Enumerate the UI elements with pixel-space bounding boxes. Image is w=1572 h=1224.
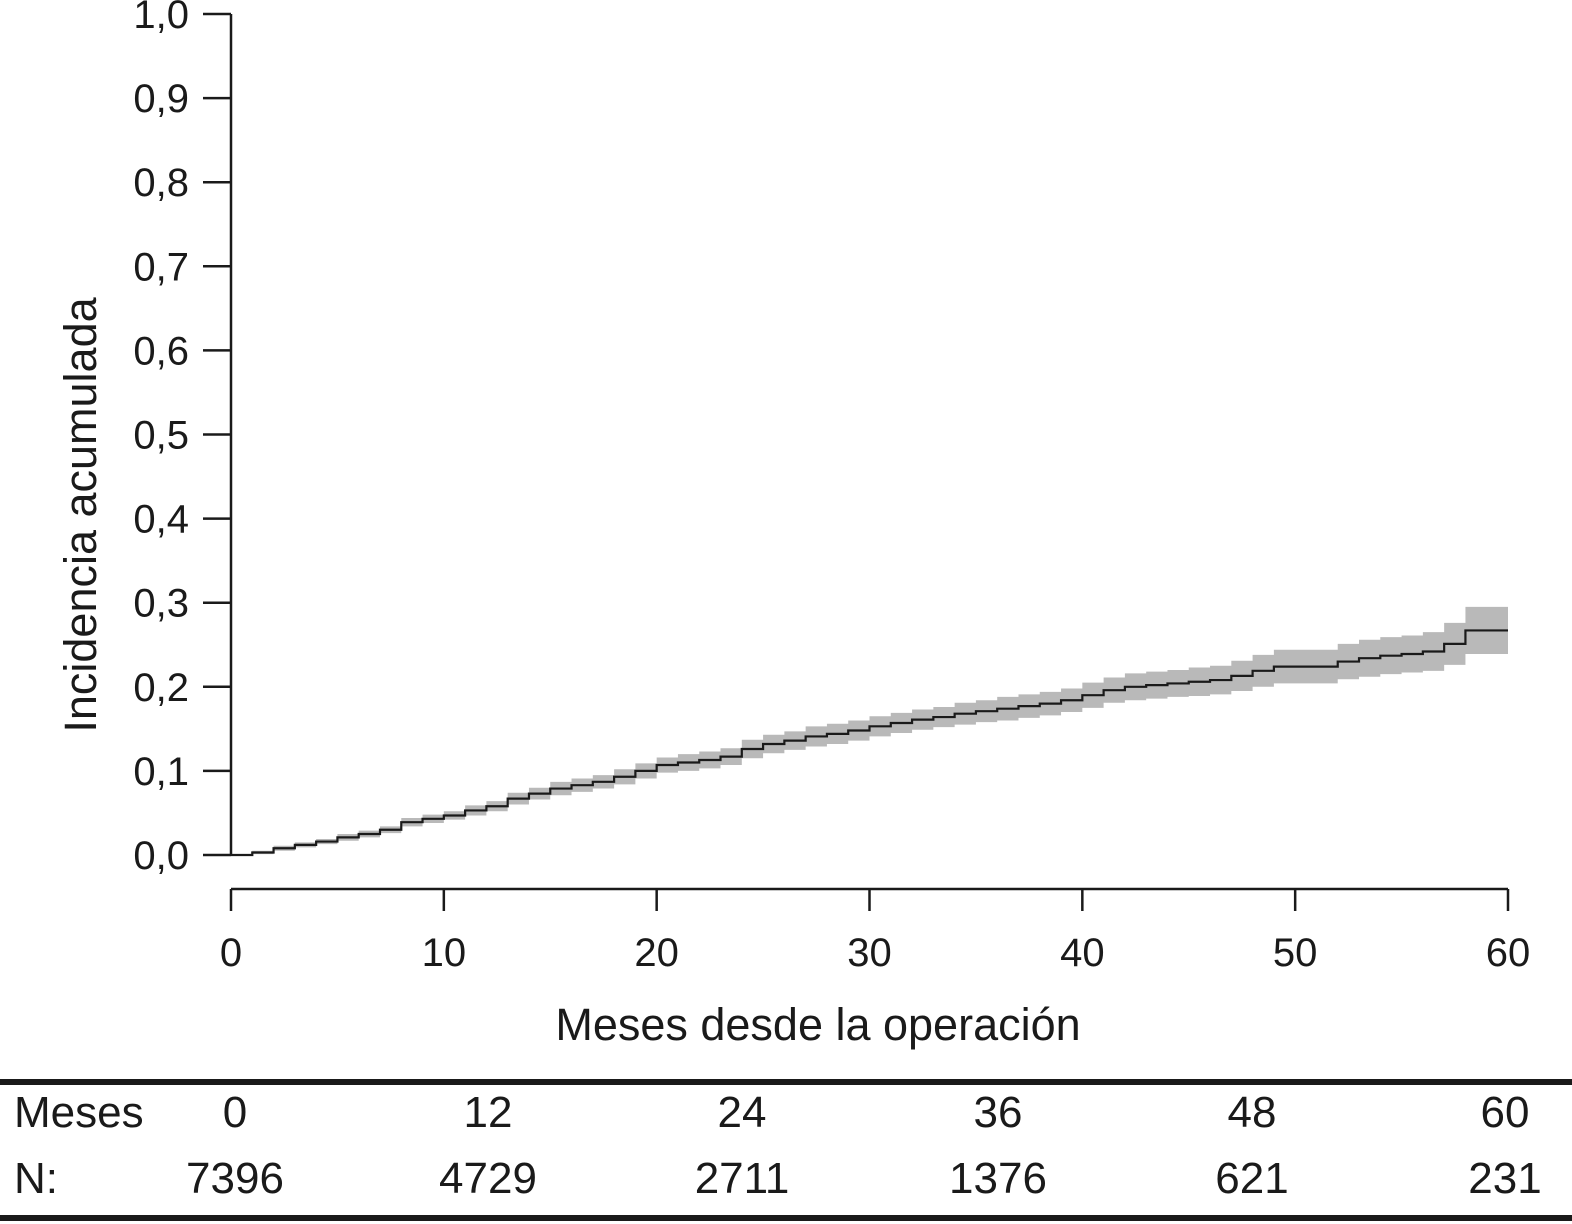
- y-tick-label: 0,8: [133, 161, 189, 205]
- x-tick-label: 60: [1486, 931, 1531, 975]
- y-tick-label: 0,3: [133, 582, 189, 626]
- y-tick-label: 0,2: [133, 666, 189, 710]
- risk-table-month: 0: [223, 1088, 247, 1137]
- risk-table: Meses N: 0 12 24 36 48 60 7396 4729 2711 1376 621…: [0, 1079, 1572, 1221]
- x-tick-label: 40: [1060, 931, 1105, 975]
- x-axis-title: Meses desde la operación: [555, 999, 1080, 1050]
- y-tick-label: 0,6: [133, 329, 189, 373]
- y-tick-label: 0,4: [133, 498, 189, 542]
- y-axis-title: Incidencia acumulada: [55, 296, 106, 732]
- x-axis-ticks: 0 10 20 30 40 50 60: [220, 889, 1530, 975]
- risk-table-month: 60: [1481, 1088, 1530, 1137]
- y-tick-label: 0,5: [133, 414, 189, 458]
- risk-table-count: 621: [1215, 1154, 1288, 1203]
- x-tick-label: 20: [634, 931, 679, 975]
- risk-table-month: 24: [718, 1088, 767, 1137]
- risk-table-n-label: N:: [14, 1154, 58, 1203]
- y-tick-label: 0,7: [133, 245, 189, 289]
- x-tick-label: 0: [220, 931, 242, 975]
- risk-table-months-label: Meses: [14, 1088, 144, 1137]
- y-tick-label: 0,1: [133, 750, 189, 794]
- x-tick-label: 30: [847, 931, 892, 975]
- x-tick-label: 50: [1273, 931, 1318, 975]
- incidence-line-layer: [231, 629, 1508, 857]
- y-tick-label: 0,9: [133, 77, 189, 121]
- risk-table-count: 2711: [695, 1154, 790, 1203]
- risk-table-count: 1376: [949, 1154, 1047, 1203]
- risk-table-counts: 7396 4729 2711 1376 621 231: [186, 1154, 1542, 1203]
- y-axis-ticks: 0,0 0,1 0,2 0,3 0,4 0,5 0,6 0,7 0,8 0,9 1,0: [133, 0, 231, 878]
- risk-table-count: 231: [1468, 1154, 1541, 1203]
- risk-table-count: 4729: [439, 1154, 537, 1203]
- risk-table-month: 48: [1228, 1088, 1277, 1137]
- risk-table-month: 36: [974, 1088, 1023, 1137]
- y-tick-label: 0,0: [133, 834, 189, 878]
- cumulative-incidence-line: [231, 629, 1508, 857]
- risk-table-count: 7396: [186, 1154, 284, 1203]
- x-tick-label: 10: [422, 931, 467, 975]
- risk-table-months: 0 12 24 36 48 60: [223, 1088, 1530, 1137]
- y-tick-label: 1,0: [133, 0, 189, 37]
- risk-table-month: 12: [464, 1088, 513, 1137]
